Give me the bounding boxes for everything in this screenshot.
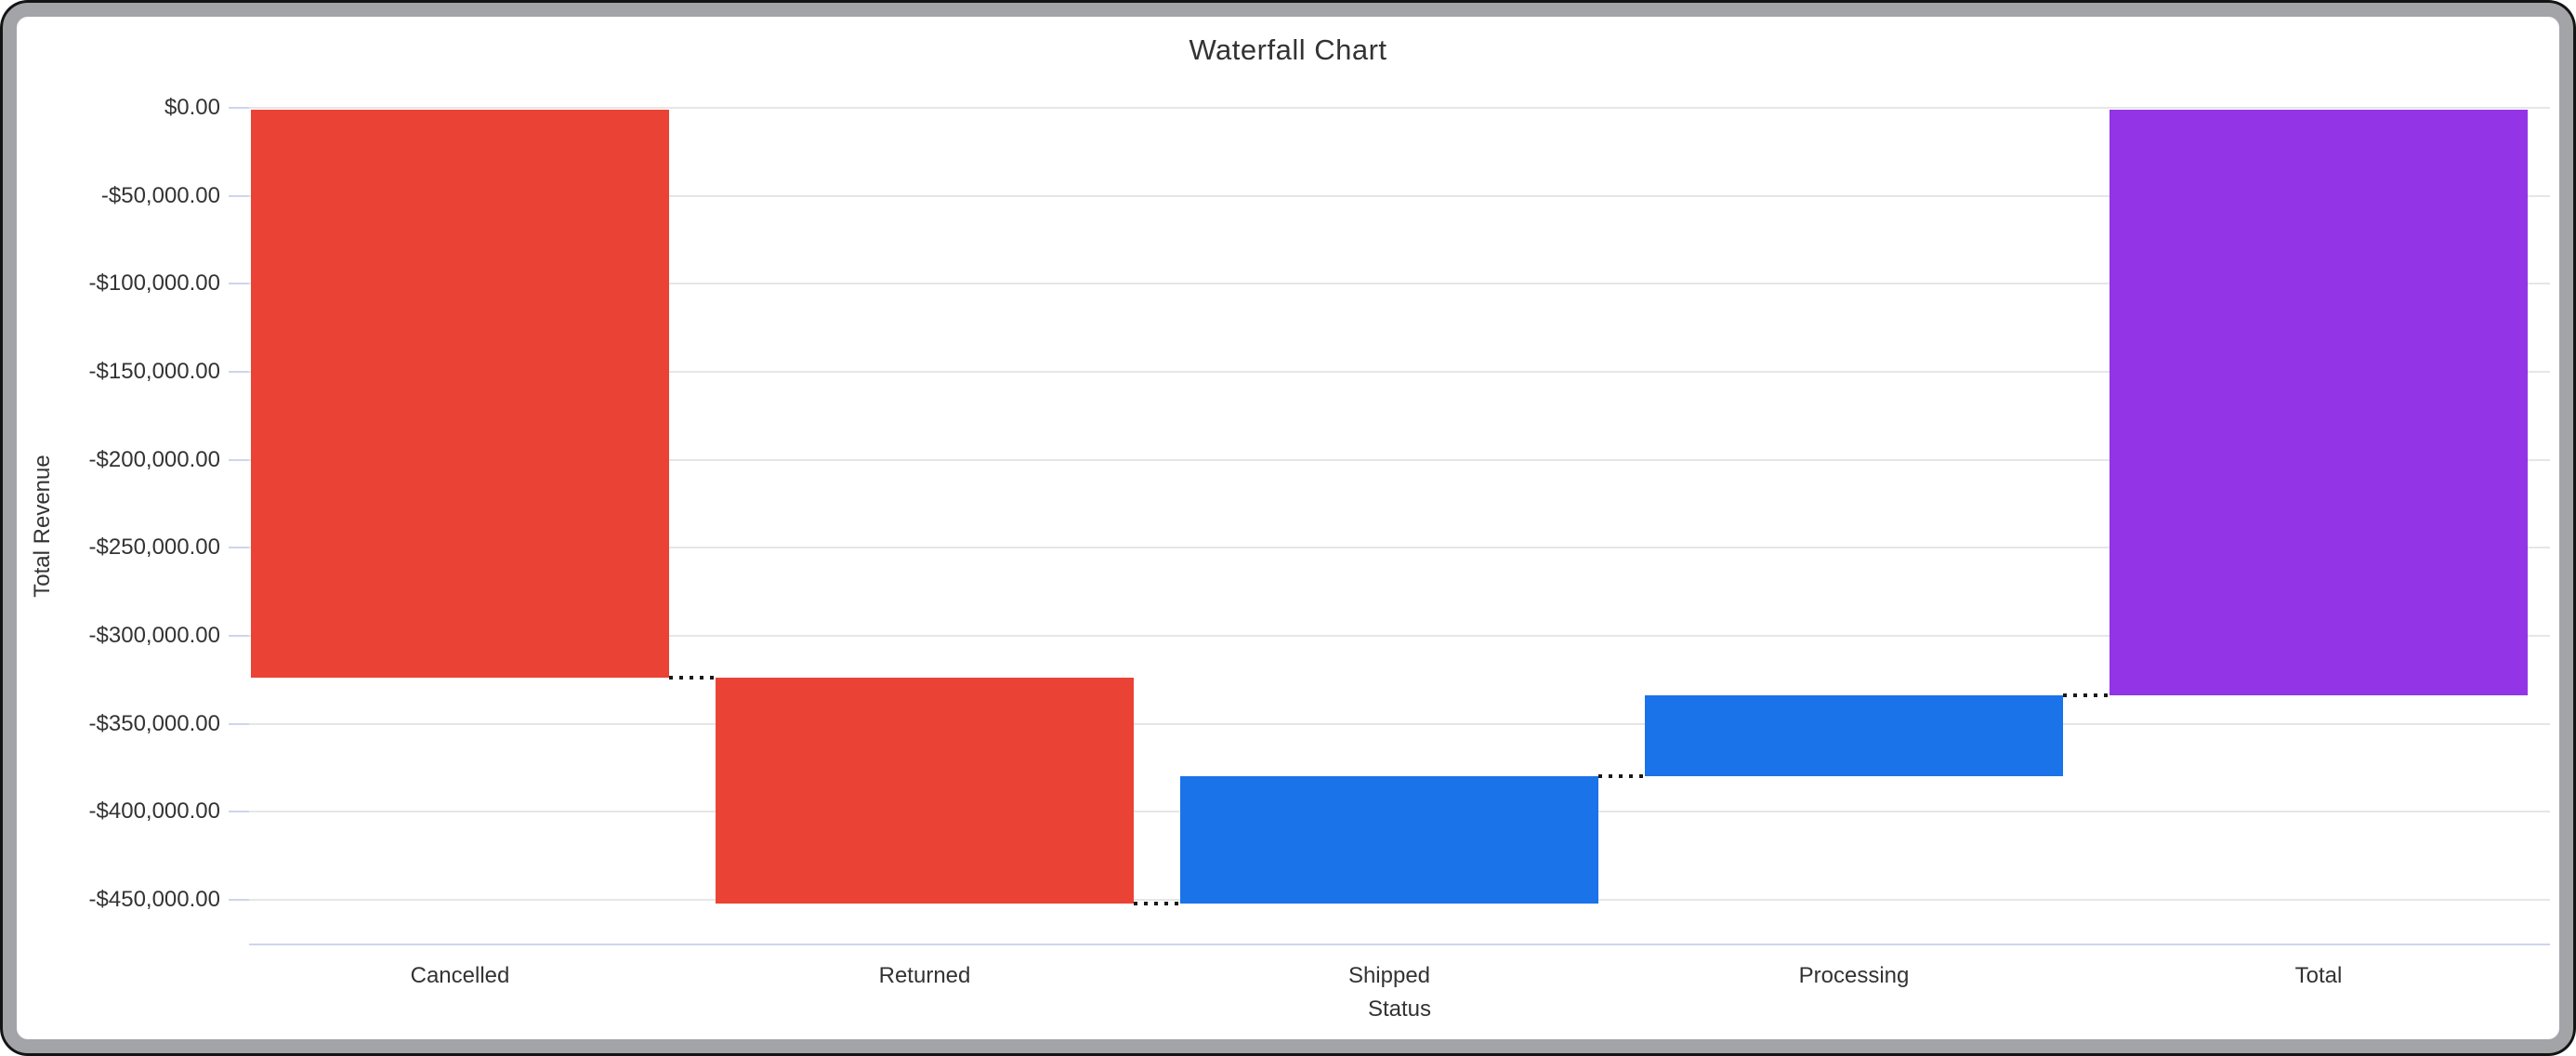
x-category-label-shipped: Shipped [1347,963,1431,988]
gridline [249,635,2550,637]
y-tick-label: -$50,000.00 [100,183,220,208]
waterfall-connector [1134,902,1180,905]
gridline [249,371,2550,373]
bar-processing[interactable] [1645,695,2063,776]
y-axis-tick [229,195,249,197]
y-tick-label: -$300,000.00 [88,623,220,648]
bar-cancelled[interactable] [251,110,669,678]
gridline [249,283,2550,284]
y-axis-tick [229,723,249,725]
y-axis-tick [229,547,249,548]
y-tick-label: -$100,000.00 [88,271,220,296]
waterfall-connector [1598,774,1645,778]
chart-title: Waterfall Chart [1189,33,1387,66]
y-axis-tick [229,371,249,373]
waterfall-connector [669,676,716,680]
gridline [249,547,2550,548]
x-category-label-cancelled: Cancelled [410,963,510,988]
x-category-label-total: Total [2294,963,2343,988]
y-tick-label: -$400,000.00 [88,799,220,824]
y-tick-label: $0.00 [164,95,220,120]
x-axis-line [249,944,2550,945]
y-tick-label: -$250,000.00 [88,535,220,560]
gridline [249,723,2550,725]
y-tick-label: -$200,000.00 [88,447,220,472]
y-axis-tick [229,635,249,637]
x-axis-title: Status [1367,997,1432,1022]
gridline [249,459,2550,461]
bar-total[interactable] [2109,110,2528,695]
y-axis-tick [229,811,249,812]
y-axis-tick [229,283,249,284]
y-axis-tick [229,899,249,901]
x-category-label-returned: Returned [878,963,971,988]
gridline [249,195,2550,197]
y-tick-label: -$350,000.00 [88,711,220,736]
bar-shipped[interactable] [1180,776,1598,904]
y-tick-label: -$450,000.00 [88,887,220,912]
bar-returned[interactable] [716,678,1134,904]
y-axis-title-text: Total Revenue [30,455,55,598]
x-category-label-processing: Processing [1798,963,1910,988]
y-tick-label: -$150,000.00 [88,359,220,384]
waterfall-connector [2063,693,2109,697]
gridline [249,107,2550,109]
y-axis-tick [229,459,249,461]
y-axis-tick [229,107,249,109]
